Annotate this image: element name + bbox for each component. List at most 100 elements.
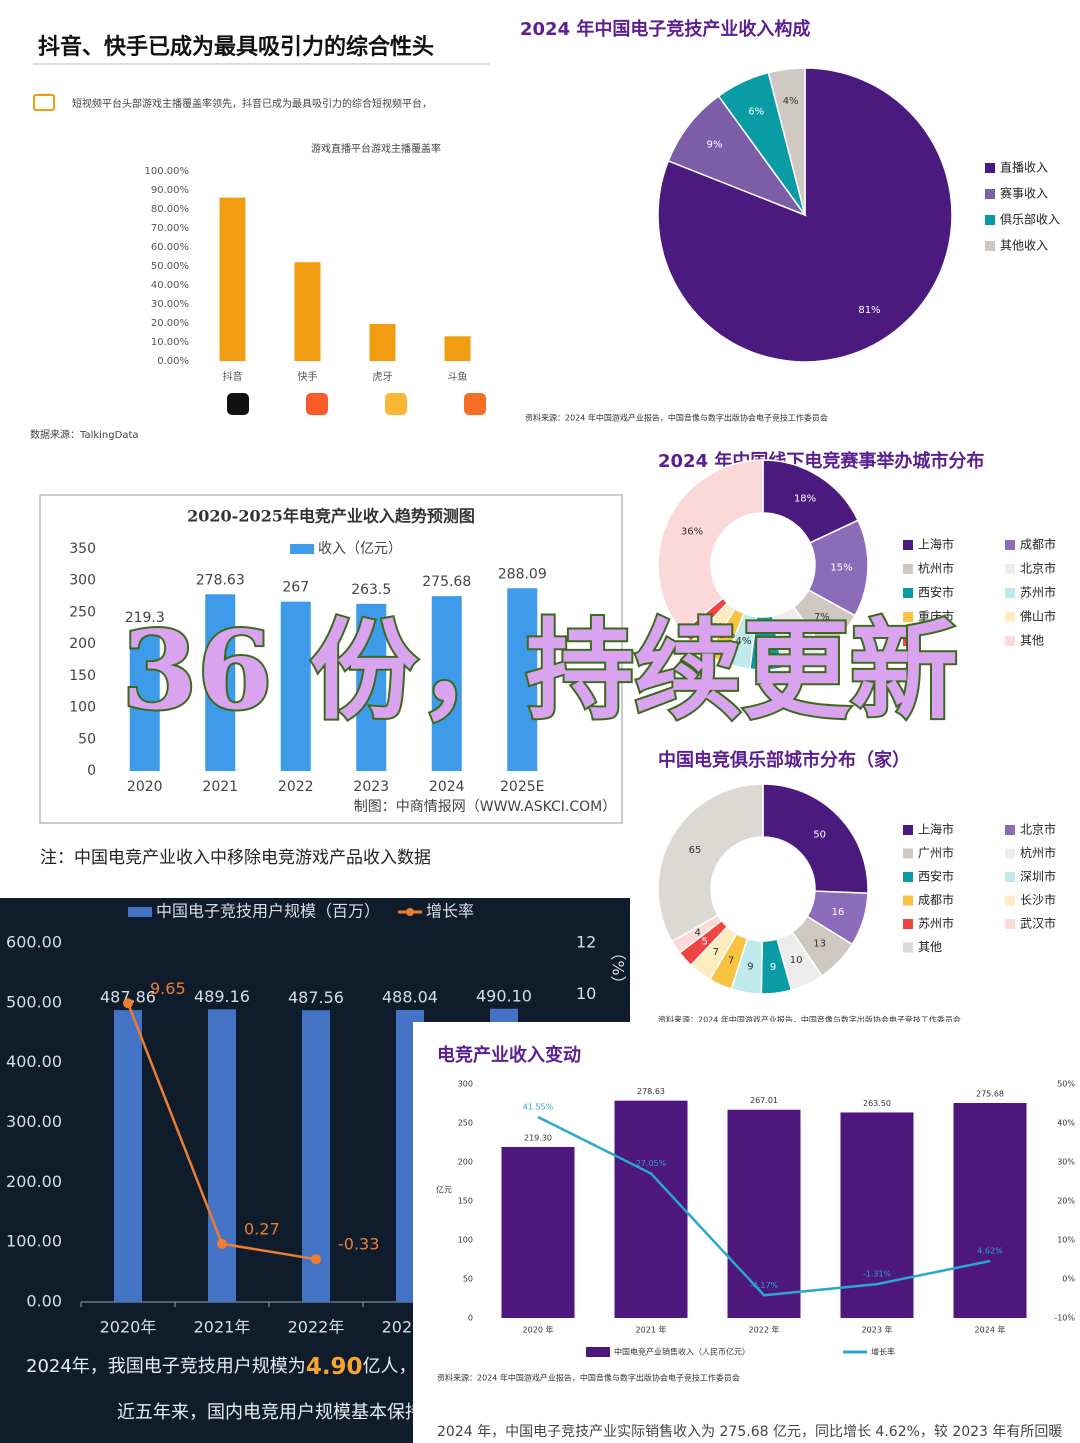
legend-swatch bbox=[1005, 588, 1015, 598]
label: 40.00% bbox=[151, 280, 189, 291]
label: 70.00% bbox=[151, 223, 189, 234]
label: -10% bbox=[1054, 1314, 1075, 1323]
label: 0.27 bbox=[244, 1219, 280, 1238]
label: 100.00 bbox=[6, 1232, 62, 1251]
label: 219.3 bbox=[125, 610, 165, 626]
label: 487.56 bbox=[288, 988, 344, 1007]
label: 2024 年 bbox=[975, 1325, 1006, 1335]
bar bbox=[444, 336, 471, 361]
legend-swatch bbox=[290, 544, 314, 554]
growth-line bbox=[537, 1115, 991, 1297]
label: 9 bbox=[770, 962, 776, 973]
label: 7% bbox=[814, 612, 830, 623]
bar bbox=[219, 197, 246, 361]
label: 9% bbox=[706, 140, 722, 151]
label: 快手 bbox=[298, 370, 318, 383]
label: 200 bbox=[458, 1158, 473, 1167]
label: 81% bbox=[858, 305, 880, 316]
label: 游戏直播平台游戏主播覆盖率 bbox=[311, 142, 441, 155]
label: 斗鱼 bbox=[448, 370, 468, 383]
legend-swatch bbox=[903, 942, 913, 953]
line-point bbox=[123, 998, 133, 1009]
label: 490.10 bbox=[476, 986, 532, 1005]
label: 50 bbox=[813, 830, 826, 841]
label: 2022年 bbox=[288, 1318, 345, 1337]
label: 50 bbox=[78, 731, 96, 747]
label: 100 bbox=[458, 1236, 473, 1245]
legend-swatch bbox=[128, 907, 152, 917]
legend-swatch bbox=[903, 588, 913, 598]
label: 10.00% bbox=[151, 337, 189, 348]
label: 90.00% bbox=[151, 185, 189, 196]
label: 13 bbox=[813, 938, 826, 949]
label: 武汉市 bbox=[1020, 916, 1056, 931]
label: 7% bbox=[786, 632, 802, 643]
label: 成都市 bbox=[1020, 537, 1056, 552]
label: 长沙市 bbox=[1020, 892, 1056, 907]
label: 5% bbox=[758, 638, 774, 649]
label: 20.00% bbox=[151, 318, 189, 329]
label: 2020年 bbox=[100, 1318, 157, 1337]
label: 杭州市 bbox=[918, 561, 954, 576]
label: 15% bbox=[830, 562, 852, 573]
label: （%） bbox=[609, 944, 628, 991]
label: 30.00% bbox=[151, 299, 189, 310]
line-point bbox=[217, 1238, 227, 1249]
overlay-banner: 36 份，持续更新 bbox=[122, 608, 958, 734]
label: 219.30 bbox=[524, 1133, 552, 1142]
label: 2021年 bbox=[194, 1318, 251, 1337]
label: 278.63 bbox=[196, 572, 245, 588]
bar bbox=[369, 323, 396, 361]
label: 275.68 bbox=[976, 1089, 1004, 1098]
label: 100 bbox=[69, 700, 96, 716]
label: 增长率 bbox=[426, 902, 474, 921]
label: 2024 bbox=[429, 779, 465, 795]
label: 6% bbox=[748, 106, 764, 117]
label: 300 bbox=[458, 1080, 473, 1089]
label: 0.00 bbox=[26, 1292, 62, 1311]
legend-swatch bbox=[985, 189, 995, 199]
bar bbox=[280, 601, 311, 771]
label: 275.68 bbox=[422, 574, 471, 590]
legend-swatch bbox=[586, 1347, 610, 1357]
label: 4 bbox=[694, 928, 700, 939]
label: 267 bbox=[282, 580, 309, 596]
label: 20% bbox=[1057, 1197, 1075, 1206]
label: 3% bbox=[719, 630, 735, 641]
bar bbox=[208, 1009, 236, 1302]
platform-icon bbox=[464, 393, 486, 415]
label: 7 bbox=[713, 947, 719, 958]
label: 苏州市 bbox=[1020, 585, 1056, 600]
label: 增长率 bbox=[871, 1347, 895, 1357]
label: 数据来源：TalkingData bbox=[30, 428, 139, 441]
panel bbox=[0, 0, 500, 450]
label: 489.16 bbox=[194, 987, 250, 1006]
legend-swatch bbox=[1005, 848, 1015, 859]
label: 36% bbox=[681, 527, 703, 538]
legend-swatch bbox=[1005, 564, 1015, 574]
legend-swatch bbox=[1005, 612, 1015, 622]
label: 500.00 bbox=[6, 992, 62, 1011]
label: 16 bbox=[832, 907, 845, 918]
label: 250 bbox=[458, 1119, 473, 1128]
legend-swatch bbox=[406, 908, 414, 916]
bar bbox=[356, 603, 387, 771]
label: 27.05% bbox=[636, 1159, 667, 1168]
label: 俱乐部收入 bbox=[1000, 212, 1060, 227]
label: 2021 年 bbox=[636, 1325, 667, 1335]
label: 2024 年中国电子竞技产业收入构成 bbox=[520, 18, 810, 40]
label: 中国电竞产业销售收入（人民币亿元） bbox=[614, 1347, 750, 1357]
label: 其他收入 bbox=[1000, 239, 1048, 253]
label: 4.62% bbox=[977, 1246, 1003, 1255]
bar bbox=[501, 1146, 575, 1318]
label: 赛事收入 bbox=[1000, 186, 1048, 201]
label: 直播收入 bbox=[1000, 161, 1048, 175]
label: 2023 bbox=[353, 779, 389, 795]
label: 2021 bbox=[202, 779, 238, 795]
label: 2020 年 bbox=[523, 1325, 554, 1335]
label: 350 bbox=[69, 541, 96, 557]
label: 北京市 bbox=[1020, 822, 1056, 837]
label: 3% bbox=[707, 622, 723, 633]
label: 上海市 bbox=[918, 537, 954, 552]
